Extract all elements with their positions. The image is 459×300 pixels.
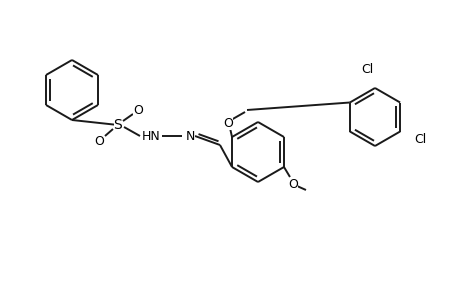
Text: Cl: Cl [360, 63, 372, 76]
Text: O: O [94, 134, 104, 148]
Text: N: N [185, 130, 194, 142]
Text: O: O [133, 103, 143, 116]
Text: O: O [287, 178, 297, 190]
Text: O: O [223, 116, 232, 130]
Text: S: S [113, 118, 122, 132]
Text: HN: HN [141, 130, 160, 142]
Text: Cl: Cl [413, 133, 425, 146]
